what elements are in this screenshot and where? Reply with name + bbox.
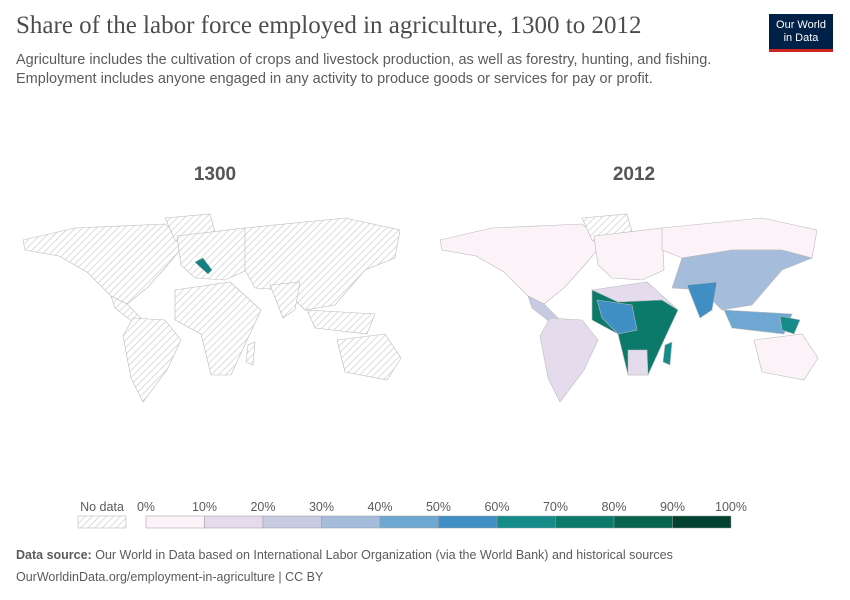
legend-swatch — [204, 515, 264, 529]
source: Data source: Our World in Data based on … — [16, 548, 673, 562]
legend-swatch — [555, 515, 615, 529]
legend: No data 0% 10% 20% 30% 40% 50% 60% 70% 80% 90% 100… — [77, 500, 747, 529]
legend-swatch — [438, 515, 498, 529]
legend-no-data-swatch — [77, 515, 127, 529]
legend-swatch — [379, 515, 439, 529]
title: Share of the labor force employed in agr… — [16, 12, 642, 39]
legend-tick-label: 0% — [137, 500, 155, 514]
legend-tick-label: 100% — [715, 500, 747, 514]
legend-swatch — [321, 515, 381, 529]
legend-swatch — [145, 515, 205, 529]
logo-text: in Data — [783, 32, 819, 44]
legend-tick-label: 50% — [426, 500, 451, 514]
map-2012 — [439, 213, 819, 403]
legend-tick-label: 80% — [601, 500, 626, 514]
italy — [195, 258, 212, 274]
subtitle: Employment includes anyone engaged in an… — [16, 71, 653, 87]
legend-tick-label: 90% — [660, 500, 685, 514]
map-title: 1300 — [193, 164, 237, 185]
legend-tick-label: 20% — [250, 500, 275, 514]
map-1300 — [22, 213, 402, 403]
map-title: 2012 — [612, 164, 656, 185]
legend-tick-label: 70% — [543, 500, 568, 514]
legend-no-data-label: No data — [80, 500, 124, 514]
legend-tick-label: 10% — [192, 500, 217, 514]
legend-tick-label: 40% — [367, 500, 392, 514]
source-label: Data source: — [16, 548, 92, 562]
legend-swatch — [613, 515, 673, 529]
legend-swatch — [496, 515, 556, 529]
subtitle: Agriculture includes the cultivation of … — [16, 52, 712, 68]
legend-swatch — [262, 515, 322, 529]
legend-swatch — [672, 515, 732, 529]
source-text: Our World in Data based on International… — [95, 548, 673, 562]
legend-tick-label: 30% — [309, 500, 334, 514]
url[interactable]: OurWorldinData.org/employment-in-agricul… — [16, 570, 324, 584]
logo[interactable]: Our World in Data — [769, 14, 833, 52]
logo-text: Our World — [776, 19, 826, 31]
legend-tick-label: 60% — [484, 500, 509, 514]
